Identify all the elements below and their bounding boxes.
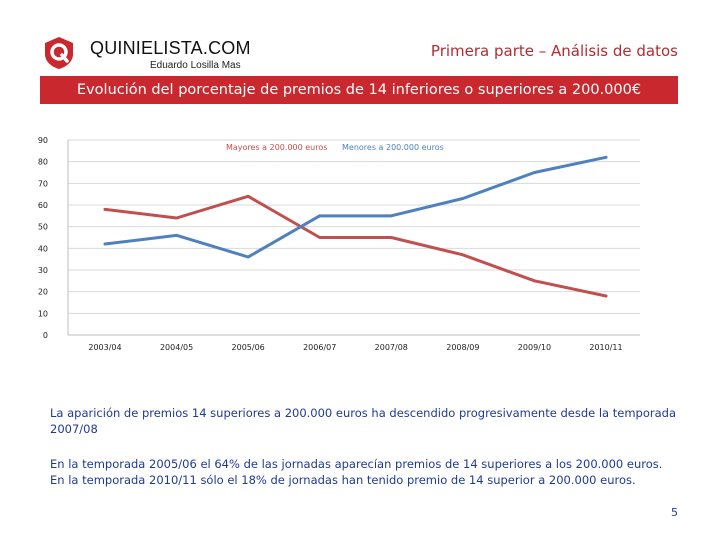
line-chart: 0 10 20 30 40 50 60 70 80 90 2003/04 2004/05 2005/0… <box>38 136 640 352</box>
y-tick-label: 60 <box>38 201 48 210</box>
y-tick-label: 40 <box>38 244 48 253</box>
y-tick-label: 90 <box>38 136 48 145</box>
x-tick-label: 2006/07 <box>303 343 336 352</box>
x-tick-label: 2004/05 <box>160 343 193 352</box>
y-tick-label: 10 <box>38 309 48 318</box>
x-tick-label: 2009/10 <box>518 343 551 352</box>
author-name: Eduardo Losilla Mas <box>150 60 241 71</box>
chart-series <box>103 155 608 298</box>
y-tick-label: 50 <box>38 223 48 232</box>
data-point <box>103 242 107 246</box>
y-tick-label: 30 <box>38 266 48 275</box>
x-tick-label: 2003/04 <box>88 343 121 352</box>
x-axis: 2003/04 2004/05 2005/06 2006/07 2007/08 2008/… <box>68 334 640 352</box>
data-point <box>389 236 393 239</box>
data-point <box>533 171 536 174</box>
brand-title: QUINIELISTA.COM <box>90 38 251 58</box>
data-point <box>533 279 536 283</box>
y-tick-label: 70 <box>38 179 48 188</box>
quinielista-logo-icon <box>45 37 73 69</box>
data-point <box>318 214 322 218</box>
data-point <box>604 155 608 159</box>
section-title: Primera parte – Análisis de datos <box>430 42 678 60</box>
summary-paragraph: La aparición de premios 14 superiores a … <box>50 406 676 436</box>
x-tick-label: 2010/11 <box>589 343 622 352</box>
series-line <box>103 194 608 298</box>
data-point <box>604 294 608 298</box>
series-line <box>103 155 608 259</box>
detail-line-2010: En la temporada 2010/11 sólo el 18% de j… <box>50 473 636 487</box>
x-tick-label: 2007/08 <box>375 343 408 352</box>
data-point <box>246 194 250 198</box>
data-point <box>461 253 465 257</box>
page-number: 5 <box>671 506 678 519</box>
chart-banner: Evolución del porcentaje de premios de 1… <box>40 76 678 104</box>
data-point <box>246 255 250 259</box>
detail-line-2005: En la temporada 2005/06 el 64% de las jo… <box>50 457 663 471</box>
data-point <box>389 214 393 218</box>
data-point <box>318 236 322 239</box>
chart-legend: Mayores a 200.000 euros Menores a 200.00… <box>226 143 444 152</box>
data-point <box>175 233 178 237</box>
legend-mayores: Mayores a 200.000 euros <box>226 143 327 152</box>
legend-menores: Menores a 200.000 euros <box>342 143 444 152</box>
y-axis: 0 10 20 30 40 50 60 70 80 90 <box>38 136 69 340</box>
data-point <box>103 207 107 211</box>
y-tick-label: 80 <box>38 158 48 167</box>
data-point <box>461 197 465 200</box>
x-tick-label: 2008/09 <box>446 343 479 352</box>
y-tick-label: 20 <box>38 288 48 297</box>
data-point <box>175 216 178 220</box>
x-tick-label: 2005/06 <box>232 343 265 352</box>
y-tick-label: 0 <box>43 331 48 340</box>
